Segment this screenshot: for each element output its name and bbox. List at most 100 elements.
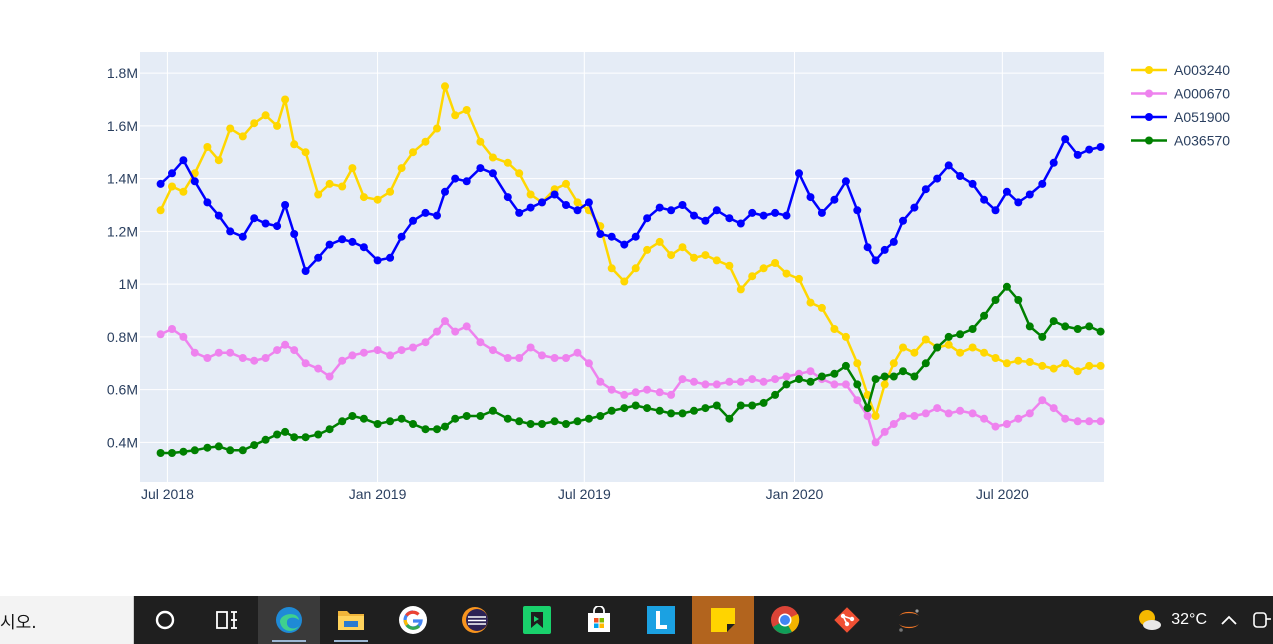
data-point[interactable] [991, 354, 1000, 362]
data-point[interactable] [584, 198, 593, 207]
data-point[interactable] [441, 422, 449, 431]
data-point[interactable] [301, 148, 310, 157]
data-point[interactable] [871, 438, 880, 447]
legend-item[interactable]: A051900 [1131, 109, 1230, 125]
data-point[interactable] [203, 143, 212, 151]
data-point[interactable] [748, 375, 757, 384]
data-point[interactable] [944, 340, 953, 349]
data-point[interactable] [203, 354, 212, 362]
data-point[interactable] [503, 158, 512, 167]
data-point[interactable] [690, 211, 698, 220]
data-point[interactable] [1085, 322, 1094, 331]
data-point[interactable] [421, 425, 430, 434]
data-point[interactable] [607, 232, 616, 241]
data-point[interactable] [1002, 282, 1011, 291]
data-point[interactable] [853, 380, 862, 389]
data-point[interactable] [701, 216, 710, 225]
data-point[interactable] [476, 164, 485, 173]
data-point[interactable] [301, 359, 310, 368]
legend-item[interactable]: A036570 [1131, 133, 1230, 149]
data-point[interactable] [782, 380, 791, 389]
data-point[interactable] [338, 356, 347, 365]
data-point[interactable] [373, 420, 382, 428]
data-point[interactable] [880, 380, 889, 389]
data-point[interactable] [1038, 179, 1047, 188]
data-point[interactable] [736, 285, 745, 294]
data-point[interactable] [944, 409, 953, 418]
data-point[interactable] [631, 401, 640, 410]
data-point[interactable] [409, 148, 417, 157]
data-point[interactable] [168, 449, 176, 457]
data-point[interactable] [871, 375, 880, 384]
data-point[interactable] [1025, 322, 1034, 331]
data-point[interactable] [759, 398, 768, 407]
data-point[interactable] [526, 420, 535, 428]
data-point[interactable] [725, 377, 734, 386]
data-point[interactable] [562, 354, 570, 362]
data-point[interactable] [314, 190, 323, 199]
data-point[interactable] [607, 385, 616, 394]
data-point[interactable] [168, 182, 176, 191]
data-point[interactable] [690, 377, 698, 386]
data-point[interactable] [871, 412, 880, 420]
data-point[interactable] [348, 351, 357, 360]
data-point[interactable] [503, 414, 512, 423]
temperature-text[interactable]: 32°C [1171, 611, 1207, 628]
data-point[interactable] [441, 187, 449, 196]
data-point[interactable] [980, 348, 989, 357]
data-point[interactable] [759, 377, 768, 386]
data-point[interactable] [226, 124, 235, 133]
chevron-up-icon[interactable] [1215, 607, 1243, 633]
legend-item[interactable]: A000670 [1131, 86, 1230, 102]
data-point[interactable] [736, 219, 745, 228]
data-point[interactable] [1038, 332, 1047, 341]
data-point[interactable] [359, 193, 368, 202]
data-point[interactable] [806, 298, 815, 307]
data-point[interactable] [290, 346, 299, 355]
data-point[interactable] [1061, 322, 1070, 331]
data-point[interactable] [462, 322, 471, 331]
data-point[interactable] [1049, 317, 1058, 326]
data-point[interactable] [168, 169, 176, 178]
data-point[interactable] [359, 243, 368, 252]
data-point[interactable] [281, 340, 290, 349]
data-point[interactable] [712, 380, 721, 389]
data-point[interactable] [1002, 187, 1011, 196]
data-point[interactable] [1085, 145, 1094, 154]
data-point[interactable] [678, 409, 687, 418]
sticky-notes-button[interactable] [692, 596, 754, 644]
data-point[interactable] [1061, 135, 1070, 144]
data-point[interactable] [889, 359, 898, 368]
data-point[interactable] [841, 177, 850, 186]
data-point[interactable] [910, 372, 919, 381]
data-point[interactable] [817, 372, 826, 381]
data-point[interactable] [573, 206, 582, 215]
data-point[interactable] [956, 330, 965, 339]
data-point[interactable] [1002, 359, 1011, 368]
data-point[interactable] [359, 414, 368, 423]
data-point[interactable] [203, 198, 212, 207]
data-point[interactable] [451, 414, 460, 423]
data-point[interactable] [956, 406, 965, 415]
data-point[interactable] [515, 354, 524, 362]
data-point[interactable] [156, 179, 165, 188]
legend[interactable]: A003240 A000670 A051900 A036570 [1131, 62, 1230, 149]
data-point[interactable] [314, 364, 323, 373]
data-point[interactable] [667, 409, 676, 418]
data-point[interactable] [701, 251, 710, 260]
data-point[interactable] [1014, 296, 1023, 304]
data-point[interactable] [409, 420, 417, 428]
data-point[interactable] [956, 172, 965, 180]
data-point[interactable] [889, 237, 898, 246]
data-point[interactable] [667, 251, 676, 260]
data-point[interactable] [933, 174, 942, 183]
data-point[interactable] [397, 232, 406, 241]
data-point[interactable] [515, 417, 524, 426]
l-app-button[interactable] [630, 596, 692, 644]
data-point[interactable] [348, 237, 357, 246]
data-point[interactable] [899, 367, 907, 376]
data-point[interactable] [880, 427, 889, 436]
data-point[interactable] [179, 187, 188, 196]
data-point[interactable] [655, 388, 664, 397]
data-point[interactable] [736, 401, 745, 410]
